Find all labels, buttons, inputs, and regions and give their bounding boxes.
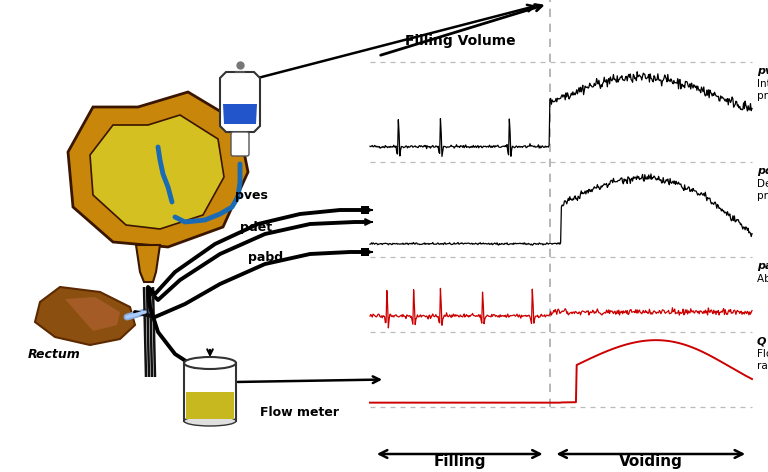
Polygon shape [223,104,257,124]
Text: Abdominal pressure: Abdominal pressure [757,274,768,284]
Ellipse shape [184,357,236,369]
Ellipse shape [184,416,236,426]
Text: Flow
rate: Flow rate [757,349,768,371]
Polygon shape [136,245,160,282]
Text: Intravesical
pressure: Intravesical pressure [757,79,768,101]
Bar [361,206,369,214]
Text: Filling Volume: Filling Volume [405,34,515,48]
Polygon shape [35,287,135,345]
Text: pdet: pdet [240,221,272,234]
Text: Voiding: Voiding [619,454,683,469]
Text: pdet: pdet [757,166,768,176]
Bar [361,248,369,256]
FancyBboxPatch shape [231,132,249,156]
Text: Q: Q [757,336,766,346]
Polygon shape [65,297,120,331]
Bar [184,363,236,421]
Polygon shape [90,115,224,229]
Text: pabd: pabd [757,261,768,271]
Text: Detrussor
pressure: Detrussor pressure [757,179,768,201]
Polygon shape [68,92,248,247]
Text: Rectum: Rectum [28,347,81,361]
Text: pves: pves [235,189,268,202]
Bar [186,392,234,419]
Polygon shape [220,72,260,132]
Text: Filling: Filling [433,454,486,469]
Text: Flow meter: Flow meter [260,405,339,419]
Text: pabd: pabd [248,251,283,264]
Text: pves: pves [757,66,768,76]
